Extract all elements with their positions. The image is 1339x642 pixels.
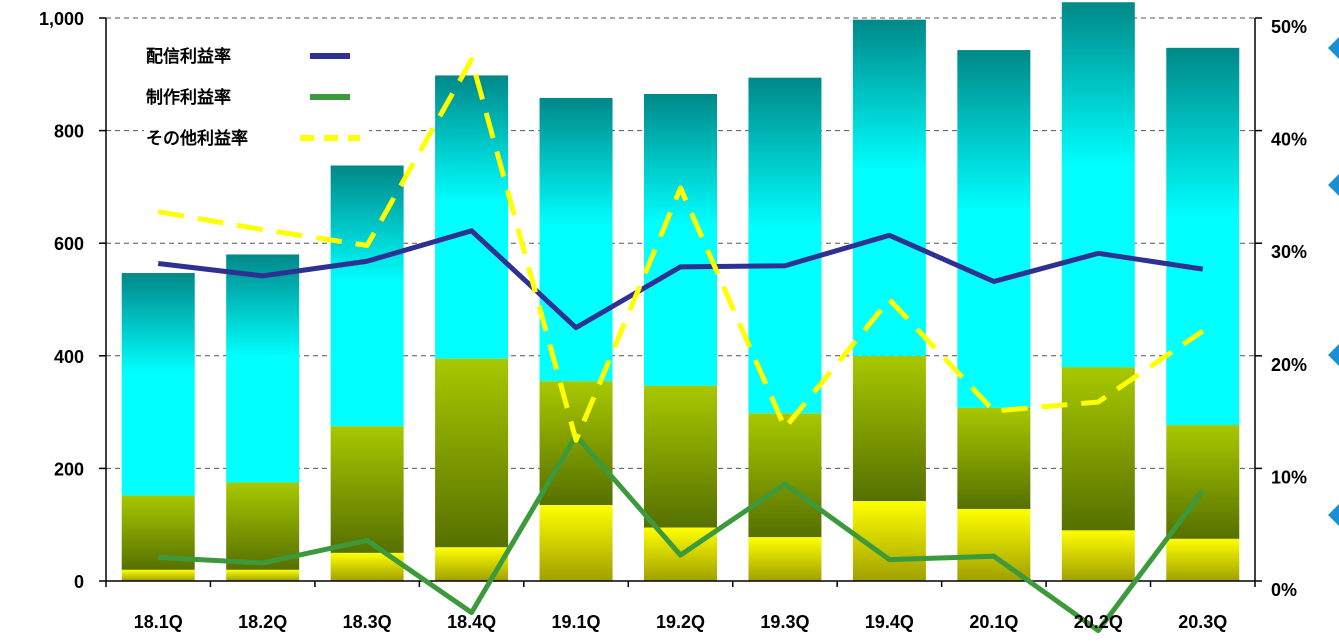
left-tick-label: 200 — [54, 459, 84, 479]
marker-shape — [1328, 504, 1339, 526]
bar-segment — [748, 413, 822, 538]
right-tick-label: 0% — [1271, 580, 1297, 600]
bar-segment — [748, 77, 822, 414]
bar-segment — [1166, 47, 1240, 426]
bar-segment — [957, 50, 1031, 408]
bar-segment — [1061, 2, 1135, 368]
bar-segment — [435, 547, 509, 581]
marker-shape — [1328, 37, 1339, 59]
bar-segment — [644, 94, 717, 386]
marker-shape — [1328, 174, 1339, 196]
x-tick-label: 18.3Q — [343, 612, 392, 632]
series-line — [158, 433, 1205, 634]
bar-segment — [226, 254, 300, 483]
x-tick-label: 19.1Q — [552, 612, 601, 632]
x-tick-label: 19.2Q — [656, 612, 705, 632]
bar-segment — [121, 569, 195, 581]
left-tick-label: 400 — [54, 347, 84, 367]
bar-segment — [644, 385, 717, 528]
x-tick-label: 20.1Q — [969, 612, 1018, 632]
right-edge-markers — [1328, 37, 1339, 526]
x-tick-label: 18.4Q — [447, 612, 496, 632]
bar-segment — [957, 407, 1031, 509]
legend-label: 制作利益率 — [146, 87, 231, 108]
left-tick-label: 800 — [54, 122, 84, 142]
bar-segment — [121, 273, 195, 496]
series-line — [157, 57, 1205, 443]
x-tick-label: 18.2Q — [238, 612, 287, 632]
left-tick-label: 600 — [54, 234, 84, 254]
bar-segment — [435, 358, 509, 548]
marker-shape — [1328, 344, 1339, 366]
bar-segment — [435, 75, 509, 359]
bar-segment — [1166, 538, 1240, 581]
x-axis-tick-labels: 18.1Q 18.2Q 18.3Q 18.4Q 19.1Q 19.2Q 19.3Q 19.4Q… — [134, 612, 1228, 632]
right-tick-label: 40% — [1271, 130, 1307, 150]
bar-segment — [539, 381, 613, 505]
bar-segment — [539, 504, 613, 581]
bar-segment — [957, 508, 1031, 581]
bar-segment — [852, 19, 926, 356]
axes — [99, 17, 1262, 587]
right-tick-label: 20% — [1271, 355, 1307, 375]
right-tick-label: 50% — [1271, 17, 1307, 37]
series-line — [157, 228, 1204, 331]
right-axis-tick-labels: 0% 10% 20% 30% 40% 50% — [1271, 17, 1307, 600]
bar-segment — [226, 569, 300, 581]
bar-segment — [1061, 530, 1135, 581]
series-lines — [157, 57, 1205, 634]
left-tick-label: 0 — [74, 572, 84, 592]
left-tick-label: 1,000 — [39, 9, 84, 29]
left-axis-tick-labels: 0 200 400 600 800 1,000 — [39, 9, 84, 592]
x-tick-label: 20.3Q — [1178, 612, 1227, 632]
legend-label: 配信利益率 — [146, 46, 231, 67]
x-tick-label: 20.2Q — [1074, 612, 1123, 632]
bar-segment — [539, 97, 613, 382]
legend-label: その他利益率 — [146, 128, 248, 149]
x-tick-label: 19.3Q — [760, 612, 809, 632]
right-tick-label: 10% — [1271, 467, 1307, 487]
x-tick-label: 19.4Q — [865, 612, 914, 632]
right-tick-label: 30% — [1271, 242, 1307, 262]
bar-segment — [1061, 367, 1135, 531]
bar-segment — [330, 426, 404, 553]
bar-segment — [852, 355, 926, 502]
bars — [121, 2, 1240, 581]
bar-segment — [330, 165, 404, 427]
x-tick-label: 18.1Q — [134, 612, 183, 632]
bar-segment — [748, 537, 822, 581]
